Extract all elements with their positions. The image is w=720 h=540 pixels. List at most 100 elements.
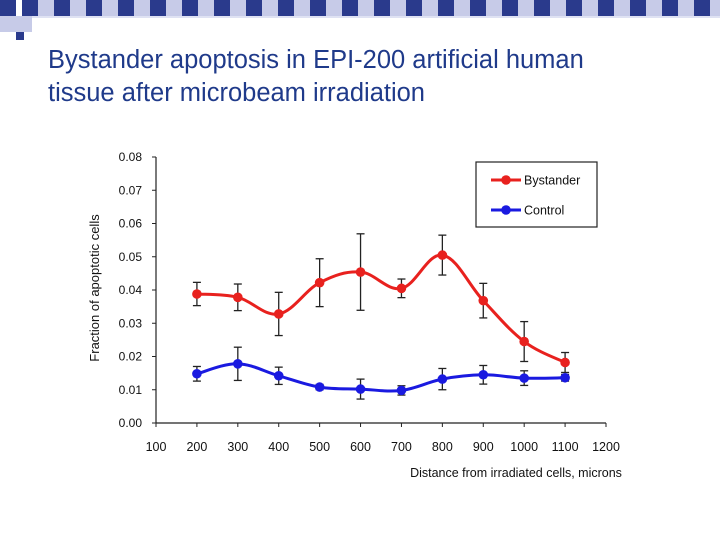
checker-square bbox=[486, 0, 502, 16]
data-point bbox=[273, 370, 284, 381]
checker-square bbox=[630, 0, 646, 16]
checker-square bbox=[438, 0, 454, 16]
data-point bbox=[314, 277, 325, 288]
data-point bbox=[519, 336, 529, 347]
x-tick-label: 1200 bbox=[592, 440, 620, 454]
series-line bbox=[196, 362, 566, 393]
data-point bbox=[192, 368, 202, 379]
x-axis-label: Distance from irradiated cells, microns bbox=[410, 466, 622, 480]
data-point bbox=[192, 289, 202, 299]
series-control bbox=[192, 346, 570, 400]
checker-square bbox=[150, 0, 166, 16]
legend-label: Control bbox=[524, 204, 564, 218]
checker-square bbox=[582, 0, 598, 16]
x-tick-label: 1100 bbox=[552, 440, 579, 454]
checker-square bbox=[390, 0, 406, 16]
header-checker-decoration bbox=[0, 0, 720, 40]
y-tick-label: 0.08 bbox=[119, 150, 143, 164]
checker-square bbox=[134, 0, 150, 16]
y-tick-labels: 0.00 0.01 0.02 0.03 0.04 0.05 0.06 0.07 0.08 bbox=[119, 150, 143, 430]
data-point bbox=[560, 372, 570, 383]
checker-square bbox=[566, 0, 582, 16]
x-tick-label: 400 bbox=[268, 440, 289, 454]
series-line bbox=[196, 253, 566, 364]
slide-title-line-2: tissue after microbeam irradiation bbox=[48, 79, 425, 107]
y-tick-label: 0.00 bbox=[119, 416, 143, 430]
data-point bbox=[478, 369, 489, 380]
y-tick-label: 0.01 bbox=[119, 383, 143, 397]
series-bystander bbox=[192, 233, 570, 374]
checker-square bbox=[118, 0, 134, 16]
checker-square bbox=[198, 0, 214, 16]
x-tick-label: 200 bbox=[186, 440, 207, 454]
x-tick-label: 800 bbox=[432, 440, 453, 454]
checker-square bbox=[230, 0, 246, 16]
checker-square bbox=[374, 0, 390, 16]
checker-square bbox=[326, 0, 342, 16]
y-tick-label: 0.07 bbox=[119, 183, 143, 197]
y-axis-label: Fraction of apoptotic cells bbox=[87, 214, 102, 362]
x-tick-label: 700 bbox=[391, 440, 412, 454]
y-tick-label: 0.03 bbox=[119, 316, 143, 330]
checker-square bbox=[550, 0, 566, 16]
data-point bbox=[437, 250, 448, 260]
checker-square bbox=[294, 0, 310, 16]
checker-square bbox=[694, 0, 710, 16]
checker-square bbox=[16, 32, 24, 40]
checker-square bbox=[422, 0, 438, 16]
checker-square bbox=[358, 0, 374, 16]
checker-square bbox=[278, 0, 294, 16]
data-point bbox=[478, 295, 489, 306]
x-tick-label: 900 bbox=[473, 440, 494, 454]
checker-square bbox=[0, 16, 16, 32]
slide-title-line-1: Bystander apoptosis in EPI-200 artificia… bbox=[48, 46, 584, 74]
checker-square bbox=[406, 0, 422, 16]
legend-entry-bystander: Bystander bbox=[491, 174, 580, 188]
checker-square bbox=[534, 0, 550, 16]
data-point bbox=[273, 309, 284, 319]
data-point bbox=[519, 373, 529, 383]
checker-square bbox=[646, 0, 662, 16]
y-tick-label: 0.04 bbox=[119, 283, 143, 297]
checker-square bbox=[470, 0, 486, 16]
series-group bbox=[192, 233, 570, 400]
chart-axes bbox=[152, 156, 607, 427]
legend-marker bbox=[501, 205, 511, 215]
data-point bbox=[233, 359, 243, 369]
legend-box bbox=[475, 161, 598, 228]
checker-square bbox=[518, 0, 534, 16]
x-tick-labels: 100 200 300 400 500 600 700 800 900 1000 1100 1200 bbox=[146, 440, 620, 454]
checker-square bbox=[214, 0, 230, 16]
data-point bbox=[396, 385, 407, 396]
data-point bbox=[396, 283, 407, 294]
checker-square bbox=[502, 0, 518, 16]
checker-square bbox=[246, 0, 262, 16]
checker-square bbox=[614, 0, 630, 16]
data-point bbox=[233, 292, 243, 303]
checker-square bbox=[598, 0, 614, 16]
data-point bbox=[355, 267, 366, 277]
legend-entry-control: Control bbox=[491, 204, 564, 218]
checker-square bbox=[710, 0, 720, 16]
y-tick-label: 0.06 bbox=[119, 217, 143, 231]
x-tick-label: 500 bbox=[309, 440, 330, 454]
data-point bbox=[314, 382, 325, 392]
data-point bbox=[560, 357, 570, 368]
checker-square bbox=[38, 0, 54, 16]
data-point bbox=[437, 374, 448, 384]
checker-square bbox=[0, 0, 16, 16]
y-tick-label: 0.02 bbox=[119, 350, 143, 364]
legend: Bystander Control bbox=[475, 161, 598, 228]
checker-square bbox=[102, 0, 118, 16]
checker-square bbox=[678, 0, 694, 16]
checker-square bbox=[262, 0, 278, 16]
checker-square bbox=[54, 0, 70, 16]
checker-square bbox=[22, 0, 38, 16]
x-tick-label: 600 bbox=[350, 440, 371, 454]
checker-square bbox=[86, 0, 102, 16]
checker-square bbox=[454, 0, 470, 16]
checker-square bbox=[342, 0, 358, 16]
checker-square bbox=[166, 0, 182, 16]
x-tick-label: 1000 bbox=[510, 440, 538, 454]
